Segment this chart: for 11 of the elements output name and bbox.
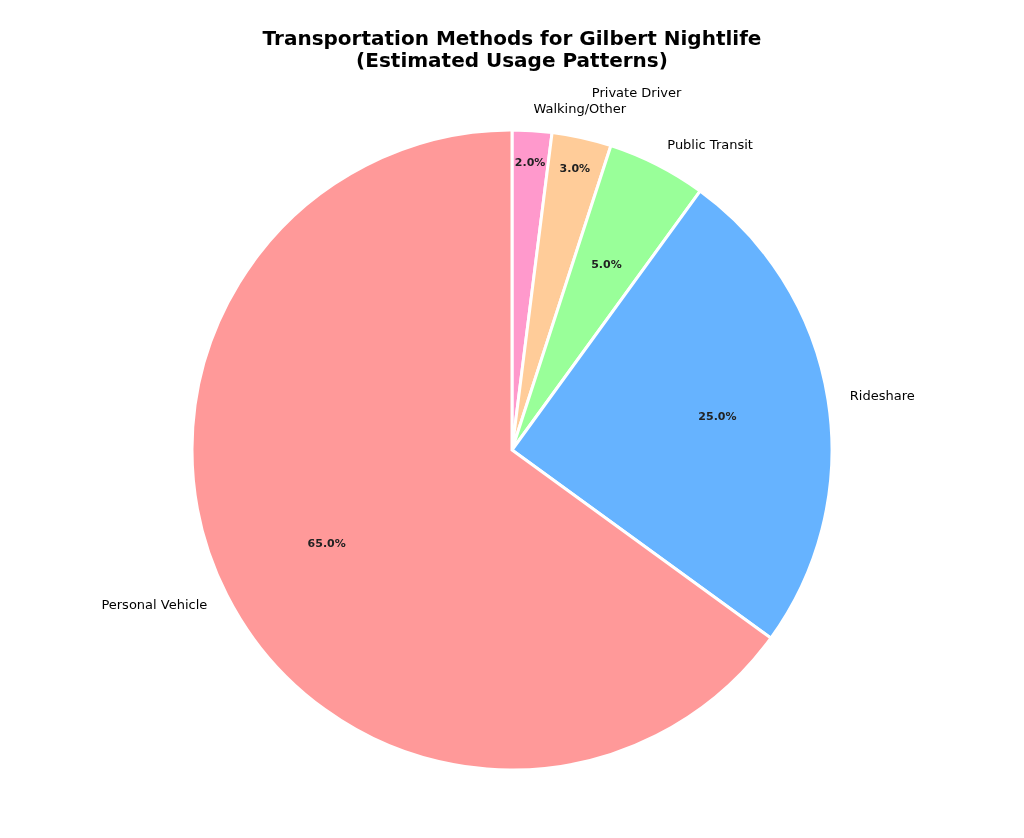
slice-label: Public Transit — [667, 137, 753, 153]
data-label: 5.0% — [591, 257, 622, 271]
slice-label: Rideshare — [849, 388, 915, 404]
data-label: 65.0% — [307, 537, 346, 551]
data-label: 3.0% — [559, 161, 591, 175]
chart-title: Transportation Methods for Gilbert Nightlife (Estimated Usage Patterns) — [262, 25, 762, 72]
slice-label: Walking/Other — [533, 100, 627, 116]
slice-label: Personal Vehicle — [101, 597, 208, 613]
data-label: 25.0% — [698, 410, 737, 424]
data-label: 2.0% — [514, 155, 546, 169]
slice-label: Private Driver — [591, 84, 682, 100]
